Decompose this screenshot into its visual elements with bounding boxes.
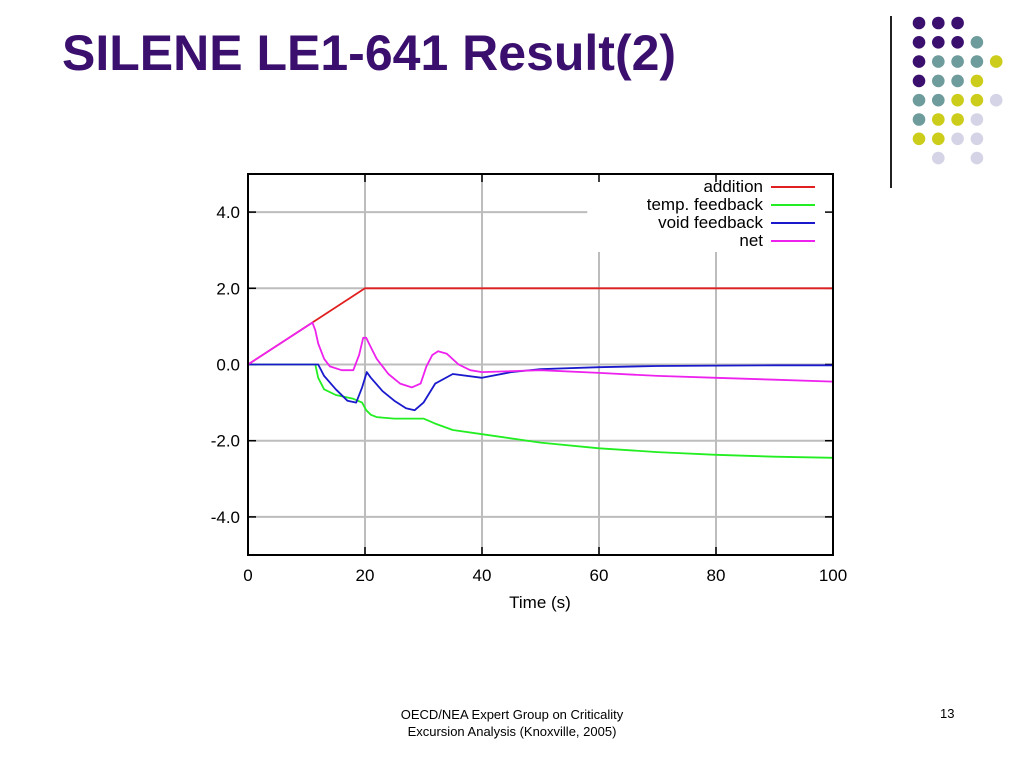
decorative-dot: [970, 55, 984, 68]
legend-label: temp. feedback: [647, 195, 764, 214]
footer-line-1: OECD/NEA Expert Group on Criticality: [400, 707, 624, 722]
decorative-dot: [912, 74, 926, 88]
decorative-dot: [951, 55, 964, 68]
decorative-dot: [951, 132, 964, 146]
x-tick-label: 80: [707, 566, 726, 585]
decorative-dot: [970, 36, 984, 49]
decorative-dot: [989, 93, 1003, 107]
title-divider-line: [890, 16, 892, 188]
decorative-dot: [932, 132, 945, 146]
y-tick-label: -2.0: [211, 432, 240, 451]
legend-label: addition: [703, 177, 763, 196]
footer-line-2: Excursion Analysis (Knoxville, 2005): [407, 724, 617, 739]
tick-labels: 0 20 40 60 80 100 4.0 2.0 0.0 -2.0 -4.0: [211, 203, 847, 585]
decorative-dot: [951, 93, 964, 107]
decorative-dot: [932, 113, 945, 126]
legend-label: net: [739, 231, 763, 250]
x-tick-label: 40: [473, 566, 492, 585]
y-tick-label: -4.0: [211, 508, 240, 527]
decorative-dot: [970, 93, 984, 107]
decorative-dot: [970, 74, 984, 88]
decorative-dot: [932, 55, 945, 68]
decorative-dot: [932, 74, 945, 88]
x-tick-label: 20: [356, 566, 375, 585]
decorative-dot: [970, 132, 984, 146]
decorative-dot: [932, 151, 945, 165]
decorative-dot: [932, 16, 945, 30]
x-tick-label: 60: [590, 566, 609, 585]
decorative-dot: [989, 55, 1003, 68]
decorative-dot: [912, 93, 926, 107]
decorative-dot: [912, 55, 926, 68]
decorative-dot: [912, 16, 926, 30]
page-number: 13: [940, 706, 955, 721]
series-line-void-feedback: [248, 363, 833, 412]
series-lines: [247, 287, 834, 459]
series-line-addition: [247, 287, 833, 366]
decorative-dot: [912, 36, 926, 49]
decorative-dot: [951, 36, 964, 49]
plot-frame: [247, 173, 834, 556]
y-tick-label: 4.0: [216, 203, 240, 222]
decorative-dot: [951, 74, 964, 88]
x-tick-label: 0: [243, 566, 252, 585]
decorative-dot: [951, 16, 964, 30]
decorative-dot: [951, 113, 964, 126]
decorative-dot: [912, 113, 926, 126]
legend-label: void feedback: [658, 213, 763, 232]
slide-title: SILENE LE1-641 Result(2): [62, 25, 677, 81]
decorative-dot: [932, 36, 945, 49]
series-line-net: [247, 321, 834, 389]
decorative-dot: [970, 113, 984, 126]
decorative-dot: [912, 132, 926, 146]
x-tick-label: 100: [819, 566, 847, 585]
series-line-temp-feedback: [248, 363, 834, 459]
slide-footer: OECD/NEA Expert Group on Criticality Exc…: [362, 706, 662, 740]
x-axis-label: Time (s): [509, 593, 571, 612]
y-tick-label: 2.0: [216, 279, 240, 298]
decorative-dot: [932, 93, 945, 107]
decorative-dot-grid: [912, 16, 1003, 165]
y-tick-label: 0.0: [216, 356, 240, 375]
decorative-dot: [970, 151, 984, 165]
